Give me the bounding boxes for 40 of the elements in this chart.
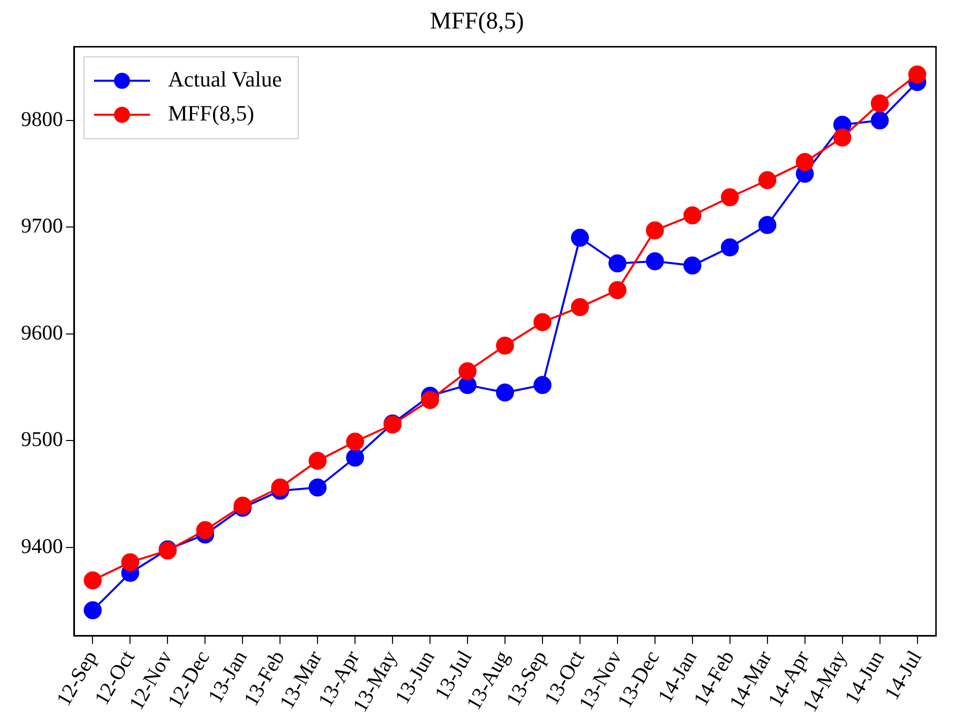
point xyxy=(683,256,702,275)
point xyxy=(758,216,776,234)
point xyxy=(308,452,327,470)
point xyxy=(84,601,102,620)
point xyxy=(496,336,514,355)
point xyxy=(608,254,626,272)
point xyxy=(196,521,214,540)
point xyxy=(683,206,702,224)
point xyxy=(346,448,364,467)
point xyxy=(720,238,739,256)
point xyxy=(421,391,440,409)
point xyxy=(758,171,776,190)
y-tick-label: 9700 xyxy=(21,214,63,238)
y-tick-label: 9500 xyxy=(21,427,63,452)
point xyxy=(570,228,589,247)
y-tick-label: 9800 xyxy=(21,106,63,131)
point xyxy=(346,432,364,451)
point xyxy=(570,298,589,316)
point xyxy=(533,376,552,394)
point xyxy=(121,553,140,572)
point xyxy=(308,478,327,496)
legend-label: MFF(8,5) xyxy=(168,100,254,126)
point xyxy=(533,313,552,332)
chart-title: MFF(8,5) xyxy=(430,8,524,35)
point xyxy=(796,153,814,172)
legend-label: Actual Value xyxy=(168,66,282,92)
point xyxy=(458,362,477,380)
point xyxy=(646,252,664,270)
point xyxy=(908,66,926,84)
point xyxy=(84,571,102,590)
point xyxy=(608,281,626,300)
point xyxy=(870,111,889,130)
point xyxy=(720,188,739,206)
y-tick-label: 9400 xyxy=(21,534,63,558)
point xyxy=(646,221,664,240)
point xyxy=(833,128,852,146)
point xyxy=(496,384,514,402)
point xyxy=(870,94,889,112)
point xyxy=(271,478,290,496)
y-tick-label: 9600 xyxy=(21,320,63,344)
